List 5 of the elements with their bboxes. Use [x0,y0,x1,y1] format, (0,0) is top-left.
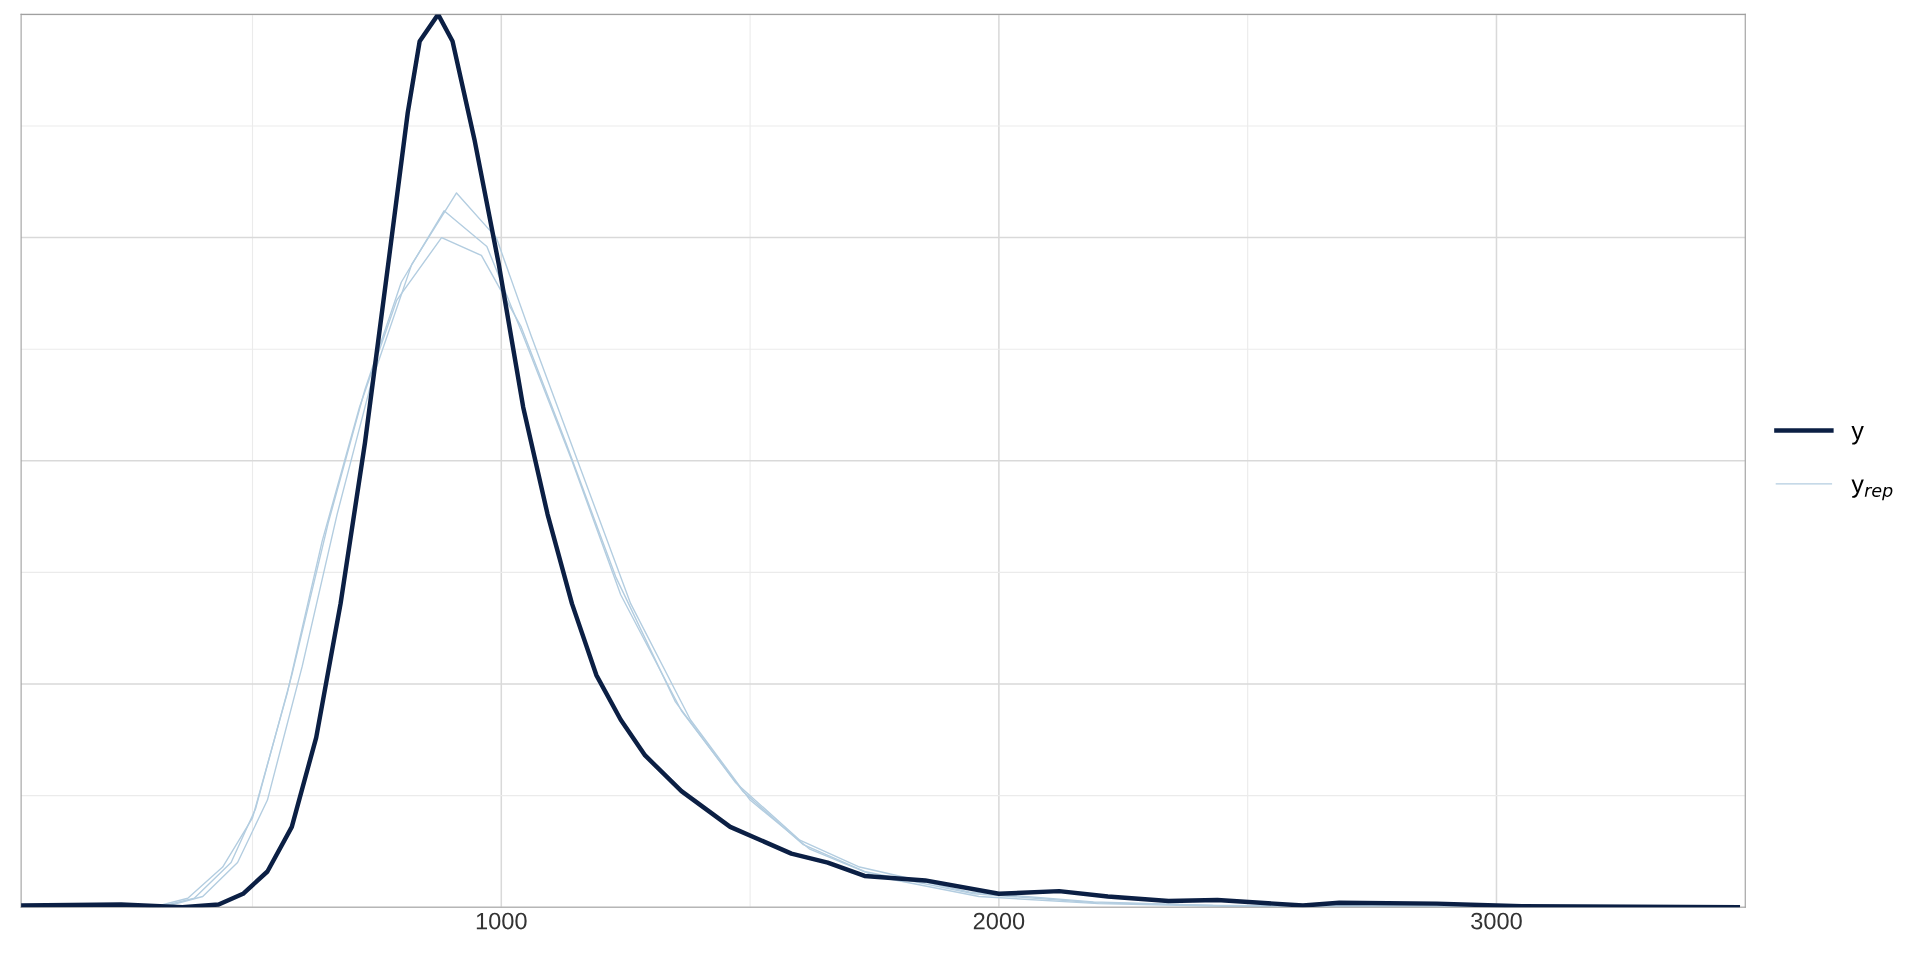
x-tick-label: 2000 [973,912,1025,930]
x-tick-label: 3000 [1471,912,1522,930]
x-tick-label: 1000 [476,912,527,930]
legend-label: y [1851,426,1864,445]
legend-label: y$_{rep}$ [1851,479,1893,501]
